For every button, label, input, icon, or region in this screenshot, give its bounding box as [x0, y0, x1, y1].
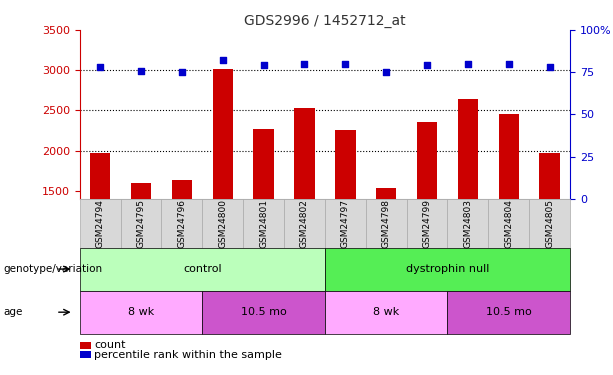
Text: 8 wk: 8 wk — [373, 307, 399, 317]
Bar — [294, 108, 314, 199]
Text: control: control — [183, 264, 222, 274]
Point — [300, 61, 310, 67]
Text: GSM24797: GSM24797 — [341, 199, 350, 248]
Point — [504, 61, 514, 67]
Text: GSM24795: GSM24795 — [137, 199, 145, 248]
Text: GSM24794: GSM24794 — [96, 199, 105, 248]
Point — [381, 69, 391, 75]
Text: percentile rank within the sample: percentile rank within the sample — [94, 350, 282, 360]
Point — [259, 62, 268, 68]
Point — [95, 64, 105, 70]
Text: GSM24798: GSM24798 — [382, 199, 390, 248]
Text: count: count — [94, 340, 126, 350]
Text: GSM24801: GSM24801 — [259, 199, 268, 248]
Point — [422, 62, 432, 68]
Point — [136, 68, 146, 74]
Bar — [335, 130, 356, 199]
Text: GSM24799: GSM24799 — [422, 199, 432, 248]
Bar — [90, 153, 110, 199]
Text: genotype/variation: genotype/variation — [3, 264, 102, 274]
Text: 10.5 mo: 10.5 mo — [486, 307, 531, 317]
Title: GDS2996 / 1452712_at: GDS2996 / 1452712_at — [244, 13, 406, 28]
Bar — [417, 122, 437, 199]
Text: age: age — [3, 307, 23, 317]
Bar — [131, 183, 151, 199]
Bar — [498, 114, 519, 199]
Point — [545, 64, 555, 70]
Bar — [213, 69, 233, 199]
Text: GSM24804: GSM24804 — [504, 199, 513, 248]
Text: GSM24805: GSM24805 — [545, 199, 554, 248]
Bar — [539, 153, 560, 199]
Bar — [458, 99, 478, 199]
Text: 8 wk: 8 wk — [128, 307, 154, 317]
Point — [218, 57, 227, 63]
Text: 10.5 mo: 10.5 mo — [241, 307, 286, 317]
Point — [463, 61, 473, 67]
Text: GSM24796: GSM24796 — [177, 199, 186, 248]
Point — [177, 69, 187, 75]
Bar — [376, 188, 397, 199]
Text: dystrophin null: dystrophin null — [406, 264, 489, 274]
Bar — [253, 129, 274, 199]
Text: GSM24802: GSM24802 — [300, 199, 309, 248]
Point — [340, 61, 350, 67]
Text: GSM24800: GSM24800 — [218, 199, 227, 248]
Text: GSM24803: GSM24803 — [463, 199, 473, 248]
Bar — [172, 180, 192, 199]
